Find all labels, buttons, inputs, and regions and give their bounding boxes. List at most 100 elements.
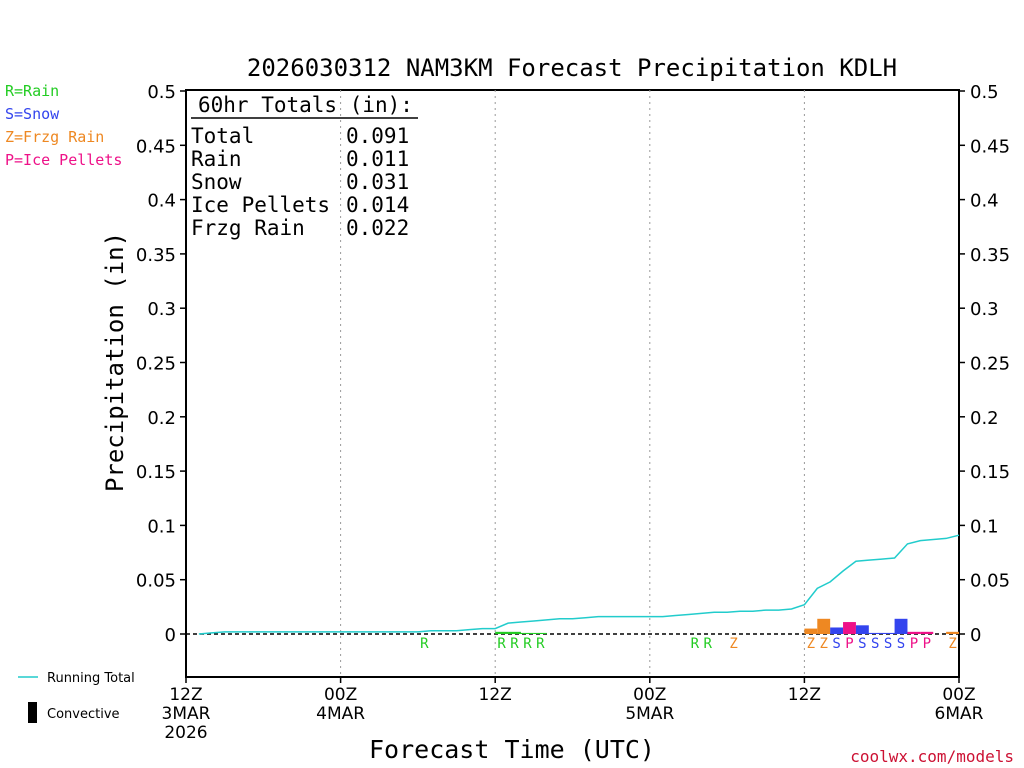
source-footer: coolwx.com/models bbox=[850, 747, 1014, 766]
type-marker-P: P bbox=[910, 636, 918, 652]
y-tick-label-left: 0.25 bbox=[136, 354, 176, 375]
x-tick-label: 00Z bbox=[324, 685, 357, 705]
totals-label: Total bbox=[191, 124, 254, 148]
y-tick-label-right: 0.35 bbox=[970, 245, 1010, 266]
precip-bar-S bbox=[830, 627, 844, 634]
y-tick-label-left: 0.4 bbox=[147, 191, 176, 212]
precip-type-legend: R=Rain S=Snow Z=Frzg Rain P=Ice Pellets bbox=[5, 82, 122, 169]
type-marker-P: P bbox=[923, 636, 931, 652]
x-tick-label: 5MAR bbox=[625, 704, 674, 724]
totals-value: 0.014 bbox=[346, 193, 409, 217]
type-marker-S: S bbox=[884, 636, 892, 652]
totals-value: 0.031 bbox=[346, 170, 409, 194]
y-axis-right: 0.5 0.45 0.4 0.35 0.3 0.25 0.2 0.15 0.1 0.05 0 bbox=[959, 82, 1010, 646]
legend-type-item: S=Snow bbox=[5, 105, 60, 123]
y-tick-label-left: 0.05 bbox=[136, 571, 176, 592]
type-marker-R: R bbox=[497, 636, 506, 652]
totals-value: 0.011 bbox=[346, 147, 409, 171]
y-tick-label-right: 0.15 bbox=[970, 462, 1010, 483]
precip-bar-R bbox=[520, 632, 534, 634]
type-marker-P: P bbox=[845, 636, 853, 652]
plot-frame bbox=[185, 89, 960, 678]
x-tick-label: 12Z bbox=[479, 685, 512, 705]
type-marker-S: S bbox=[871, 636, 879, 652]
precip-bar-S bbox=[855, 625, 869, 634]
type-marker-R: R bbox=[510, 636, 519, 652]
y-axis-label: Precipitation (in) bbox=[101, 232, 129, 492]
type-marker-R: R bbox=[691, 636, 700, 652]
type-marker-Z: Z bbox=[807, 636, 815, 652]
x-tick-label: 12Z bbox=[788, 685, 821, 705]
type-marker-S: S bbox=[858, 636, 866, 652]
y-tick-label-right: 0.45 bbox=[970, 136, 1010, 157]
x-tick-label: 00Z bbox=[633, 685, 666, 705]
type-marker-Z: Z bbox=[729, 636, 737, 652]
y-axis-left: 0.5 0.45 0.4 0.35 0.3 0.25 0.2 0.15 0.1 0.05 0 bbox=[136, 82, 186, 646]
chart-title: 2026030312 NAM3KM Forecast Precipitation… bbox=[247, 54, 897, 82]
y-tick-label-left: 0 bbox=[165, 625, 176, 646]
x-tick-label: 00Z bbox=[942, 685, 975, 705]
legend-type-item: P=Ice Pellets bbox=[5, 151, 122, 169]
legend-type-item: R=Rain bbox=[5, 82, 59, 100]
y-tick-label-right: 0.3 bbox=[970, 299, 999, 320]
x-tick-label: 3MAR bbox=[162, 704, 211, 724]
totals-value: 0.091 bbox=[346, 124, 409, 148]
y-tick-label-right: 0.1 bbox=[970, 516, 999, 537]
line-legend: Running Total Convective bbox=[18, 671, 135, 723]
totals-value: 0.022 bbox=[346, 216, 409, 240]
totals-box: 60hr Totals (in): Total 0.091 Rain 0.011 Sno… bbox=[191, 93, 418, 240]
precip-bar-R bbox=[495, 631, 509, 634]
vertical-gridlines bbox=[340, 90, 805, 677]
running-total-legend-label: Running Total bbox=[47, 671, 135, 686]
totals-label: Snow bbox=[191, 170, 242, 194]
x-tick-label: 12Z bbox=[169, 685, 202, 705]
type-marker-Z: Z bbox=[820, 636, 828, 652]
y-tick-label-right: 0.4 bbox=[970, 191, 999, 212]
y-tick-label-left: 0.2 bbox=[147, 408, 176, 429]
x-tick-label: 6MAR bbox=[935, 704, 984, 724]
x-tick-label: 4MAR bbox=[316, 704, 365, 724]
convective-swatch bbox=[28, 702, 37, 723]
precip-bar-R bbox=[508, 631, 521, 634]
totals-label: Rain bbox=[191, 147, 242, 171]
precip-bar-S bbox=[881, 632, 895, 634]
y-tick-label-left: 0.1 bbox=[147, 516, 176, 537]
y-tick-label-right: 0.5 bbox=[970, 82, 999, 103]
totals-label: Frzg Rain bbox=[191, 216, 305, 240]
type-marker-R: R bbox=[420, 636, 429, 652]
y-tick-label-right: 0.2 bbox=[970, 408, 999, 429]
precip-bar-Z bbox=[817, 618, 831, 634]
y-tick-label-left: 0.5 bbox=[147, 82, 176, 103]
type-marker-S: S bbox=[897, 636, 905, 652]
running-total-line bbox=[198, 534, 960, 635]
precip-bar-S bbox=[868, 632, 882, 634]
x-tick-label: 2026 bbox=[164, 723, 207, 743]
y-tick-label-right: 0 bbox=[970, 625, 981, 646]
type-marker-Z: Z bbox=[948, 636, 956, 652]
totals-heading: 60hr Totals (in): bbox=[198, 93, 413, 117]
y-tick-label-right: 0.05 bbox=[970, 571, 1010, 592]
x-axis-label: Forecast Time (UTC) bbox=[369, 735, 655, 764]
y-tick-label-right: 0.25 bbox=[970, 354, 1010, 375]
precip-bar-S bbox=[894, 618, 908, 634]
precip-bar-Z bbox=[946, 631, 959, 634]
precip-bar-Z bbox=[804, 628, 818, 634]
precip-bar-P bbox=[907, 631, 921, 634]
convective-legend-label: Convective bbox=[47, 707, 120, 722]
totals-label: Ice Pellets bbox=[191, 193, 330, 217]
type-marker-S: S bbox=[832, 636, 840, 652]
precip-bar-P bbox=[843, 622, 856, 634]
y-tick-label-left: 0.45 bbox=[136, 136, 176, 157]
type-marker-R: R bbox=[704, 636, 713, 652]
precip-bar-R bbox=[533, 632, 547, 634]
precip-bars bbox=[495, 618, 959, 634]
y-tick-label-left: 0.15 bbox=[136, 462, 176, 483]
type-marker-R: R bbox=[536, 636, 545, 652]
legend-type-item: Z=Frzg Rain bbox=[5, 128, 104, 146]
precip-bar-P bbox=[920, 631, 934, 634]
y-tick-label-left: 0.3 bbox=[147, 299, 176, 320]
type-marker-R: R bbox=[523, 636, 532, 652]
